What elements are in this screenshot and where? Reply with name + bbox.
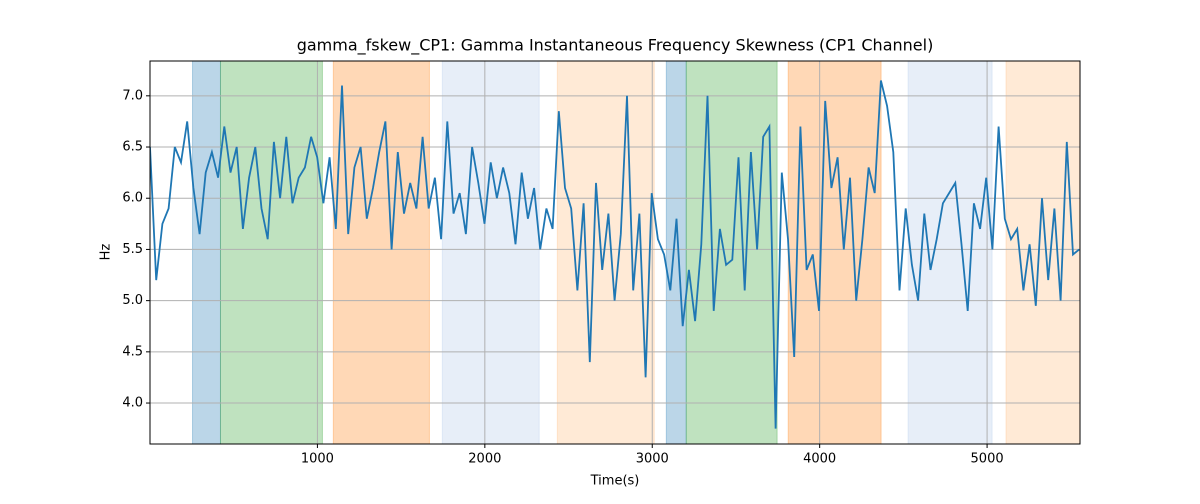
y-tick-label: 4.0 [122, 396, 143, 411]
y-tick-label: 6.0 [122, 191, 143, 206]
y-tick-label: 6.5 [122, 140, 143, 155]
plot-frame [149, 60, 1081, 445]
y-tick-label: 4.5 [122, 344, 143, 359]
y-tick-label: 5.5 [122, 242, 143, 257]
shaded-span [665, 60, 687, 445]
shaded-span [192, 60, 221, 445]
chart-title: gamma_fskew_CP1: Gamma Instantaneous Fre… [297, 36, 934, 56]
x-tick-label: 4000 [803, 452, 836, 467]
x-axis-label: Time(s) [590, 474, 640, 489]
shaded-span [219, 60, 323, 445]
shaded-span [1005, 60, 1081, 445]
data-line [150, 80, 1080, 429]
x-tick-label: 2000 [468, 452, 501, 467]
shaded-span [556, 60, 655, 445]
shaded-span [787, 60, 882, 445]
y-tick-label: 5.0 [122, 293, 143, 308]
y-axis-label: Hz [99, 244, 114, 261]
shaded-span [332, 60, 430, 445]
y-tick-label: 7.0 [122, 88, 143, 103]
shaded-span [441, 60, 540, 445]
x-tick-label: 3000 [636, 452, 669, 467]
x-tick-label: 1000 [301, 452, 334, 467]
x-tick-label: 5000 [971, 452, 1004, 467]
